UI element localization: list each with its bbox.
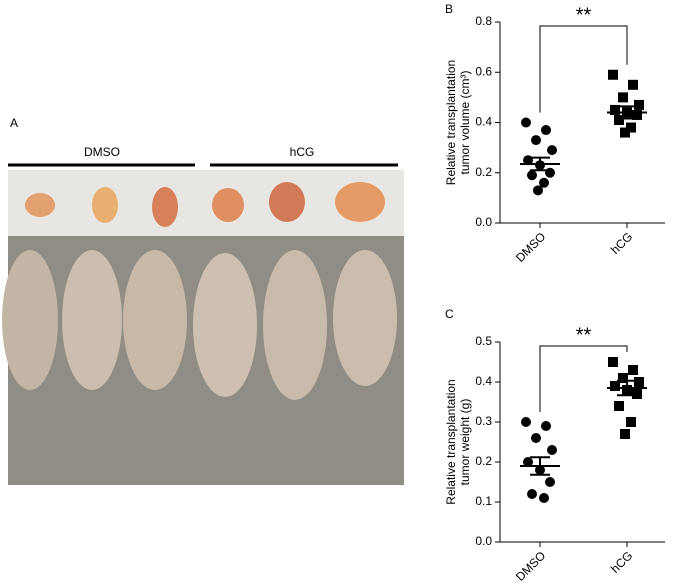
group-label: hCG (290, 145, 315, 159)
data-point (610, 104, 620, 115)
y-tick-label: 0.2 (475, 165, 492, 179)
y-tick-label: 0.8 (475, 14, 492, 28)
mouse (62, 250, 122, 390)
data-point (626, 417, 636, 427)
y-axis-label: Relative transplantation (444, 379, 458, 504)
y-tick-label: 0.5 (475, 334, 492, 348)
data-point (531, 433, 541, 443)
group-label: DMSO (84, 145, 120, 159)
mouse (2, 250, 58, 390)
y-axis-label: tumor volume (cm³) (458, 70, 472, 174)
x-tick-label: DMSO (513, 229, 548, 264)
data-point (614, 114, 624, 125)
data-point (626, 122, 636, 133)
data-point (527, 170, 537, 181)
x-tick-label: hCG (608, 548, 635, 575)
data-point (634, 99, 644, 110)
significance-bracket (539, 25, 628, 113)
data-point (608, 69, 618, 80)
y-tick-label: 0.0 (475, 215, 492, 229)
data-point (620, 429, 630, 439)
data-point (628, 79, 638, 90)
panel-label: C (445, 307, 454, 321)
tumor (25, 193, 55, 217)
y-tick-label: 0.1 (475, 494, 492, 508)
data-point (521, 117, 531, 128)
data-point (523, 457, 533, 467)
data-point (533, 185, 543, 196)
y-tick-label: 0.4 (475, 374, 492, 388)
data-point (634, 377, 644, 387)
tumor (269, 182, 305, 222)
data-point (608, 357, 618, 367)
y-tick-label: 0.4 (475, 115, 492, 129)
data-point (618, 373, 628, 383)
y-tick-label: 0.6 (475, 64, 492, 78)
tumor (152, 187, 178, 227)
y-axis-label: Relative transplantation (444, 60, 458, 185)
data-point (545, 477, 555, 487)
panel-label: A (10, 116, 18, 130)
mouse (123, 250, 187, 390)
significance-label: ** (576, 4, 592, 26)
data-point (610, 381, 620, 391)
data-point (614, 401, 624, 411)
mouse (193, 253, 257, 397)
data-point (620, 127, 630, 138)
data-point (547, 145, 557, 156)
data-point (531, 135, 541, 146)
data-point (527, 489, 537, 499)
tumor (212, 188, 244, 222)
data-point (521, 417, 531, 427)
data-point (539, 493, 549, 503)
data-point (632, 109, 642, 120)
tumor (335, 182, 385, 222)
photo (2, 170, 404, 485)
x-tick-label: hCG (608, 229, 635, 256)
y-axis-label: tumor weight (g) (458, 399, 472, 486)
significance-bracket (539, 345, 628, 412)
mouse (263, 250, 327, 400)
tumor (92, 187, 118, 223)
data-point (539, 177, 549, 188)
data-point (541, 421, 551, 431)
y-tick-label: 0.0 (475, 534, 492, 548)
data-point (628, 365, 638, 375)
significance-label: ** (576, 324, 592, 346)
y-tick-label: 0.3 (475, 414, 492, 428)
y-tick-label: 0.2 (475, 454, 492, 468)
data-point (618, 92, 628, 103)
data-point (632, 389, 642, 399)
mouse (333, 250, 397, 386)
data-point (541, 125, 551, 136)
panel-label: B (445, 2, 453, 16)
data-point (547, 445, 557, 455)
x-tick-label: DMSO (513, 548, 548, 583)
